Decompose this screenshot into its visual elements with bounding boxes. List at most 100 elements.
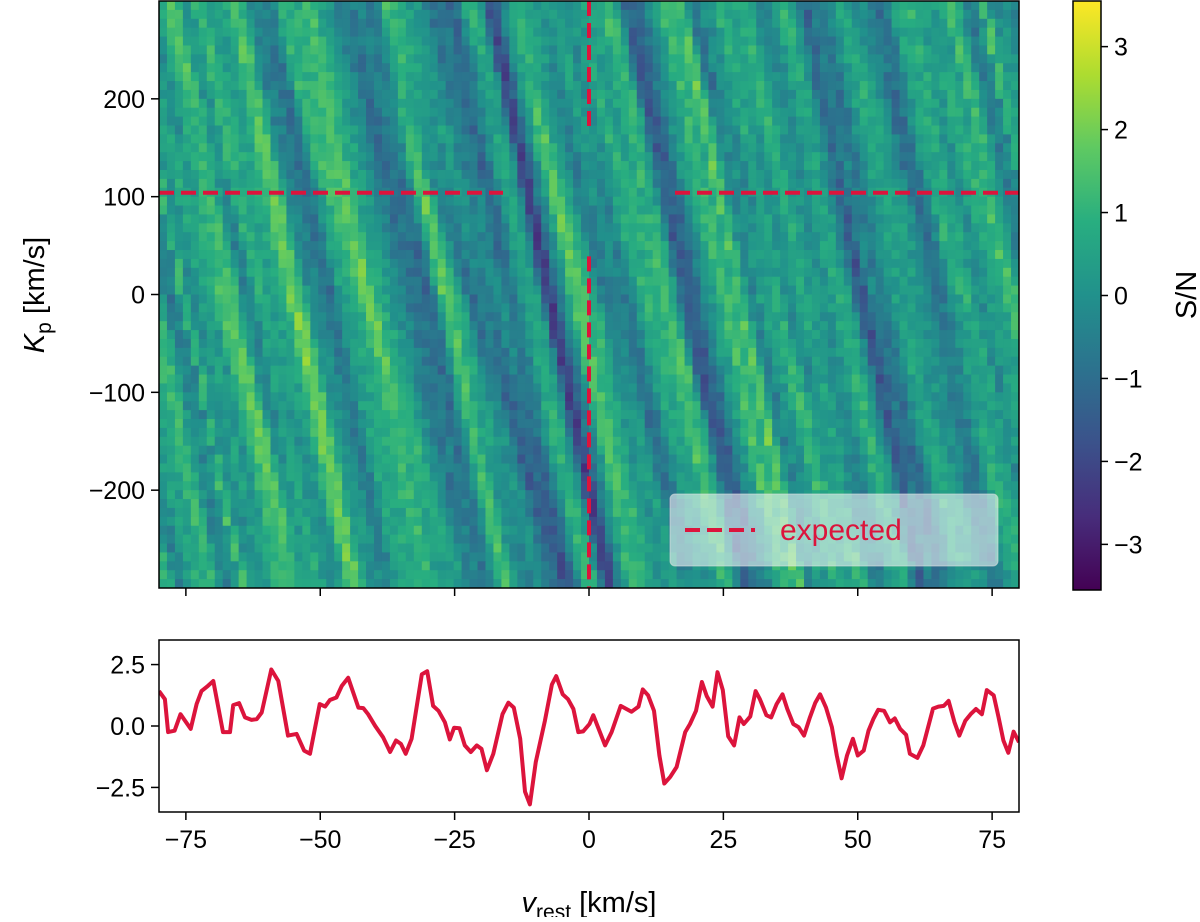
heatmap-cell xyxy=(700,116,710,127)
heatmap-cell xyxy=(819,18,829,29)
heatmap-cell xyxy=(668,312,678,322)
heatmap-cell xyxy=(772,89,781,100)
heatmap-cell xyxy=(350,125,359,136)
heatmap-cell xyxy=(342,18,351,29)
heatmap-cell xyxy=(565,294,574,304)
heatmap-cell xyxy=(915,267,925,278)
heatmap-cell xyxy=(190,98,200,109)
heatmap-cell xyxy=(286,294,295,304)
heatmap-cell xyxy=(501,134,510,144)
heatmap-cell xyxy=(573,72,582,82)
heatmap-cell xyxy=(206,223,216,233)
heatmap-cell xyxy=(859,196,869,207)
heatmap-cell xyxy=(469,169,479,180)
heatmap-cell xyxy=(620,276,630,287)
heatmap-cell xyxy=(604,250,614,260)
heatmap-cell xyxy=(557,250,566,260)
heatmap-cell xyxy=(182,178,192,189)
heatmap-cell xyxy=(1003,321,1012,331)
heatmap-cell xyxy=(899,81,909,91)
heatmap-cell xyxy=(437,356,447,367)
heatmap-cell xyxy=(692,107,702,118)
heatmap-cell xyxy=(238,276,248,287)
heatmap-cell xyxy=(843,214,853,224)
heatmap-cell xyxy=(198,330,208,340)
heatmap-cell xyxy=(429,36,439,47)
heatmap-cell xyxy=(254,98,264,109)
heatmap-cell xyxy=(596,312,606,322)
heatmap-cell xyxy=(875,374,885,385)
heatmap-cell xyxy=(493,374,502,385)
heatmap-cell xyxy=(931,27,940,38)
heatmap-cell xyxy=(166,303,176,313)
heatmap-cell xyxy=(206,54,216,64)
heatmap-cell xyxy=(358,125,367,136)
heatmap-cell xyxy=(206,36,216,47)
heatmap-cell xyxy=(461,250,471,260)
heatmap-cell xyxy=(859,18,869,29)
heatmap-cell xyxy=(405,330,415,340)
heatmap-cell xyxy=(804,223,813,233)
heatmap-cell xyxy=(334,178,343,189)
heatmap-cell xyxy=(716,161,725,171)
heatmap-cell xyxy=(509,54,518,64)
heatmap-cell xyxy=(764,107,773,118)
heatmap-cell xyxy=(700,98,710,109)
heatmap-cell xyxy=(318,107,327,118)
heatmap-cell xyxy=(796,1,805,11)
heatmap-cell xyxy=(971,303,980,313)
heatmap-cell xyxy=(875,205,885,216)
heatmap-cell xyxy=(453,54,463,64)
heatmap-cell xyxy=(907,401,917,411)
heatmap-cell xyxy=(445,374,455,385)
heatmap-cell xyxy=(764,9,773,20)
heatmap-cell xyxy=(573,374,582,385)
heatmap-cell xyxy=(358,36,367,47)
heatmap-cell xyxy=(883,81,893,91)
heatmap-cell xyxy=(174,250,184,260)
heatmap-cell xyxy=(166,143,176,153)
heatmap-cell xyxy=(732,365,741,376)
heatmap-cell xyxy=(238,134,248,144)
heatmap-cell xyxy=(604,276,614,287)
heatmap-cell xyxy=(676,63,686,73)
heatmap-cell xyxy=(843,36,853,47)
heatmap-cell xyxy=(931,134,940,144)
heatmap-cell xyxy=(907,178,917,189)
heatmap-cell xyxy=(684,89,694,100)
heatmap-cell xyxy=(724,401,733,411)
heatmap-cell xyxy=(581,63,590,73)
heatmap-cell xyxy=(596,250,606,260)
heatmap-cell xyxy=(819,214,829,224)
heatmap-cell xyxy=(159,196,168,207)
heatmap-cell xyxy=(899,250,909,260)
heatmap-cell xyxy=(835,1,845,11)
heatmap-cell xyxy=(254,276,264,287)
heatmap-cell xyxy=(294,330,303,340)
heatmap-cell xyxy=(469,267,479,278)
heatmap-cell xyxy=(421,330,431,340)
heatmap-cell xyxy=(238,81,248,91)
heatmap-cell xyxy=(366,196,375,207)
heatmap-cell xyxy=(565,330,574,340)
heatmap-cell xyxy=(485,18,495,29)
heatmap-cell xyxy=(899,205,909,216)
heatmap-cell xyxy=(819,312,829,322)
heatmap-cell xyxy=(342,285,351,296)
heatmap-cell xyxy=(804,152,813,162)
heatmap-cell xyxy=(851,134,861,144)
heatmap-cell xyxy=(198,9,208,20)
heatmap-cell xyxy=(461,72,471,82)
heatmap-cell xyxy=(883,116,893,127)
heatmap-cell xyxy=(358,178,367,189)
heatmap-cell xyxy=(835,285,845,296)
heatmap-cell xyxy=(843,178,853,189)
heatmap-cell xyxy=(294,267,303,278)
heatmap-cell xyxy=(318,169,327,180)
heatmap-cell xyxy=(437,365,447,376)
heatmap-cell xyxy=(246,98,256,109)
heatmap-cell xyxy=(636,250,646,260)
heatmap-cell xyxy=(166,401,176,411)
heatmap-cell xyxy=(612,81,622,91)
heatmap-cell xyxy=(326,356,335,367)
